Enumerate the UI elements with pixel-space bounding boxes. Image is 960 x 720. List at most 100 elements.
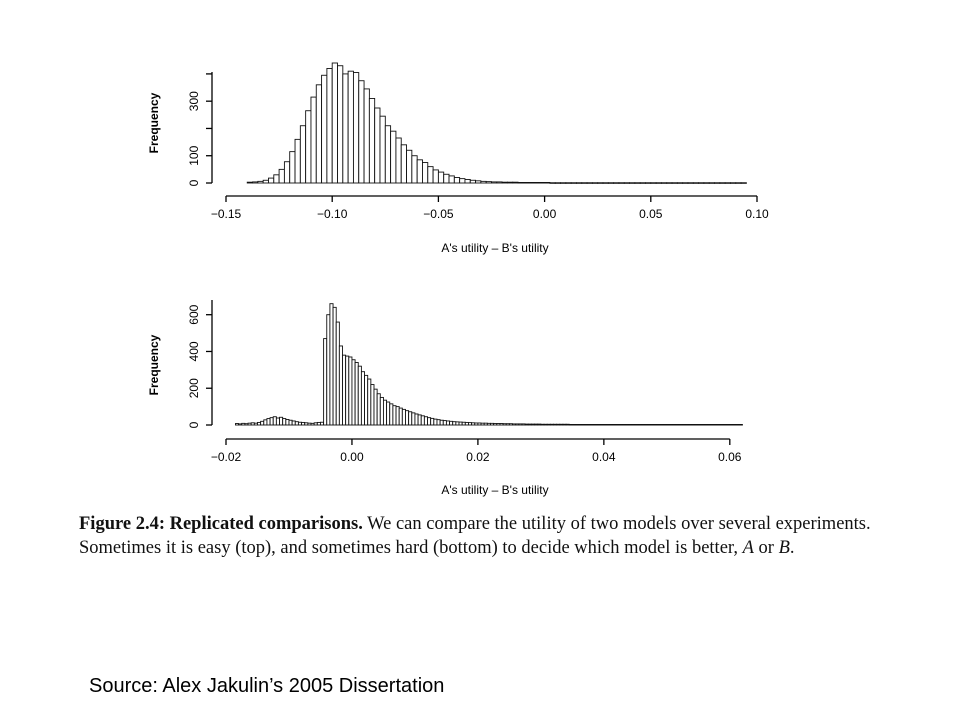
top-histogram-bar bbox=[422, 162, 429, 184]
top-histogram-bar bbox=[528, 181, 535, 184]
bottom-histogram-bar bbox=[474, 422, 479, 426]
bottom-histogram-bar bbox=[653, 424, 658, 426]
bottom-histogram-bar bbox=[338, 345, 343, 426]
bottom-histogram-bar bbox=[647, 424, 652, 426]
bottom-histogram-bar bbox=[310, 422, 315, 426]
caption-joiner: or bbox=[753, 538, 779, 558]
bottom-histogram-bar bbox=[663, 424, 668, 426]
bottom-histogram-bar bbox=[455, 421, 460, 426]
bottom-histogram-bar bbox=[269, 417, 274, 426]
bottom-histogram-bar bbox=[505, 423, 510, 426]
bottom-histogram-bar bbox=[275, 417, 280, 426]
bottom-histogram-bar bbox=[250, 422, 255, 426]
top-histogram-bar bbox=[432, 169, 439, 184]
top-histogram-bar bbox=[384, 125, 392, 184]
bottom-histogram-bar bbox=[335, 321, 340, 426]
bottom-histogram-bar bbox=[593, 424, 599, 426]
top-histogram-bar bbox=[273, 174, 280, 184]
bottom-histogram-bar bbox=[508, 423, 513, 426]
bottom-histogram-bar bbox=[723, 424, 728, 426]
bottom-histogram-bar bbox=[694, 424, 699, 426]
bottom-histogram-bar bbox=[502, 423, 507, 426]
top-histogram-bar bbox=[655, 182, 662, 184]
bottom-histogram-bar bbox=[468, 422, 473, 426]
top-histogram-bar bbox=[698, 182, 705, 184]
source-credit: Source: Alex Jakulin’s 2005 Dissertation bbox=[89, 675, 445, 697]
bottom-y-axis-label: Frequency bbox=[147, 334, 161, 395]
top-histogram-bar bbox=[252, 181, 259, 184]
bottom-histogram-bar bbox=[405, 410, 410, 426]
top-histogram-bar bbox=[549, 182, 556, 184]
bottom-histogram-bar bbox=[672, 424, 677, 426]
top-histogram-bar bbox=[533, 181, 540, 184]
bottom-histogram-bar bbox=[285, 419, 290, 426]
top-histogram-bar bbox=[645, 182, 652, 184]
top-histogram-bar bbox=[687, 182, 694, 184]
bottom-histogram-bar bbox=[266, 418, 271, 426]
bottom-histogram-bar bbox=[379, 396, 384, 426]
bottom-histogram-bar bbox=[326, 314, 331, 426]
bottom-histogram-bar bbox=[414, 413, 419, 426]
top-histogram-bar bbox=[337, 65, 344, 184]
bottom-histogram-bar bbox=[716, 424, 721, 426]
caption-var-b: B bbox=[778, 538, 790, 558]
bottom-histogram-bar bbox=[260, 420, 265, 426]
top-histogram-bar bbox=[262, 179, 269, 184]
bottom-histogram-bar bbox=[301, 421, 306, 426]
bottom-histogram-bar bbox=[442, 420, 447, 426]
bottom-histogram-bar bbox=[354, 362, 359, 426]
bottom-histogram-bar bbox=[530, 423, 536, 426]
bottom-histogram-bar bbox=[464, 421, 469, 426]
bottom-y-axis: 0 200 400 600 bbox=[187, 300, 213, 428]
bottom-histogram-bar bbox=[241, 422, 246, 426]
bottom-histogram-bar bbox=[316, 421, 321, 426]
bottom-histogram-bar bbox=[697, 424, 702, 426]
bottom-histogram-bar bbox=[729, 424, 734, 426]
bottom-x-tick-label: −0.02 bbox=[211, 450, 242, 464]
bottom-histogram-bar bbox=[408, 411, 413, 426]
bottom-histogram-bar bbox=[619, 424, 624, 426]
top-histogram-bar bbox=[623, 182, 631, 184]
top-histogram-bar bbox=[390, 130, 397, 184]
bottom-histogram-bar bbox=[609, 424, 614, 426]
bottom-histogram-bar bbox=[540, 423, 545, 426]
bottom-histogram: 0 200 400 600 −0.02 0.00 0.02 0.04 0.06 Frequen… bbox=[147, 300, 743, 497]
top-y-tick-label: 100 bbox=[187, 145, 201, 165]
bottom-x-tick-label: 0.02 bbox=[466, 450, 490, 464]
top-histogram-bar bbox=[299, 125, 307, 184]
bottom-histogram-bar bbox=[732, 424, 737, 426]
top-histogram-bar bbox=[607, 182, 615, 184]
top-histogram-bar bbox=[437, 171, 445, 184]
bottom-histogram-bar bbox=[735, 424, 740, 426]
top-histogram-bar bbox=[565, 182, 572, 184]
top-histogram-bar bbox=[660, 182, 668, 184]
bottom-histogram-bar bbox=[329, 303, 334, 426]
bottom-histogram-bar bbox=[515, 423, 520, 426]
bottom-histogram-bar bbox=[433, 418, 438, 426]
bottom-histogram-bar bbox=[622, 424, 627, 426]
top-histogram-bar bbox=[268, 177, 275, 184]
bottom-histogram-bar bbox=[537, 423, 542, 426]
top-histogram-bar bbox=[512, 181, 519, 184]
bottom-histogram-bar bbox=[357, 365, 362, 426]
top-histogram-bar bbox=[719, 182, 726, 184]
top-histogram-bar bbox=[554, 182, 561, 184]
bottom-histogram-bar bbox=[486, 422, 491, 426]
bottom-histogram-bar bbox=[656, 424, 661, 426]
top-histogram-bar bbox=[501, 181, 508, 184]
bottom-histogram-bar bbox=[304, 422, 309, 426]
bottom-histogram-bar bbox=[445, 420, 451, 426]
bottom-histogram-bar bbox=[320, 421, 325, 426]
top-histogram-bar bbox=[427, 166, 434, 184]
top-histogram-bar bbox=[666, 182, 673, 184]
bottom-histogram-bar bbox=[612, 424, 617, 426]
top-histogram-bar bbox=[294, 138, 301, 184]
bottom-histogram-bar bbox=[678, 424, 684, 426]
top-histogram-bar bbox=[517, 181, 524, 184]
top-histogram-bar bbox=[326, 67, 333, 184]
bottom-histogram-bar bbox=[360, 371, 365, 426]
bottom-histogram-bar bbox=[480, 422, 485, 426]
top-histogram-bar bbox=[289, 151, 296, 184]
bottom-histogram-bar bbox=[345, 355, 350, 426]
bottom-histogram-bar bbox=[527, 423, 532, 426]
